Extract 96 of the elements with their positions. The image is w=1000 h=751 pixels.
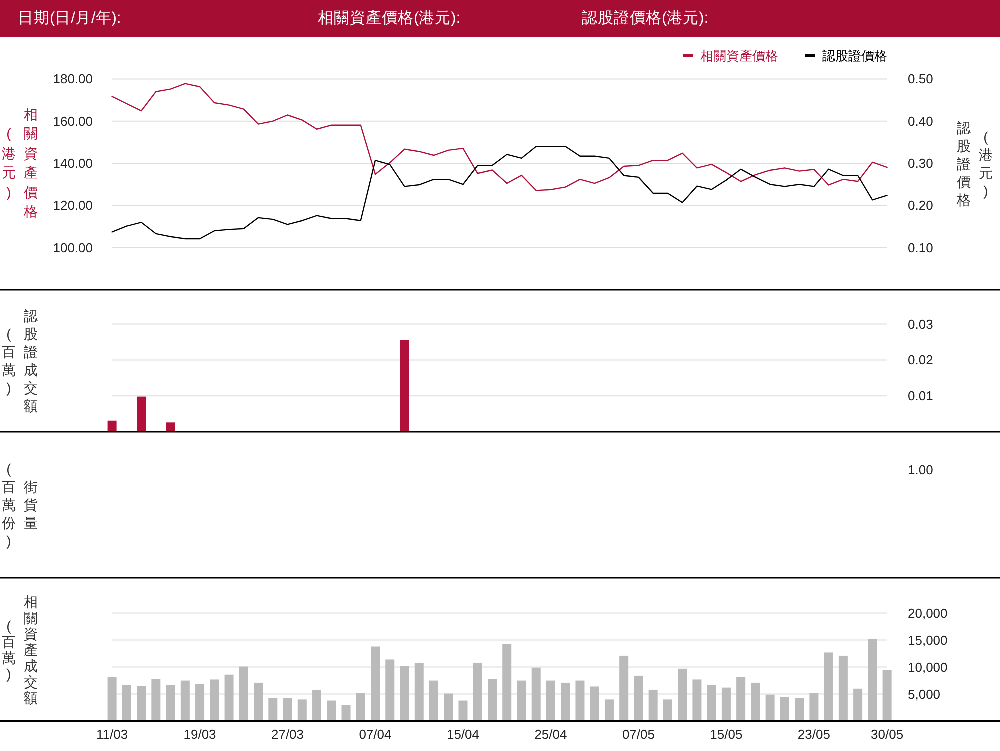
x-tick-label: 30/05 — [871, 726, 904, 742]
x-tick-label: 27/03 — [272, 726, 304, 742]
bar — [810, 693, 819, 722]
bar — [196, 684, 205, 722]
bar — [166, 422, 176, 432]
y-tick-label: 0.01 — [908, 388, 934, 404]
bar — [576, 680, 585, 722]
bar — [678, 668, 688, 722]
bar — [751, 682, 760, 722]
bar — [283, 698, 292, 722]
bar — [414, 662, 424, 722]
bar — [371, 646, 380, 722]
bar — [137, 686, 146, 722]
bar — [838, 656, 848, 722]
text: 日期(日/月/年): — [18, 9, 122, 27]
bar — [268, 698, 278, 722]
bar — [122, 685, 132, 722]
bar — [254, 682, 264, 722]
y2-tick-label: 0.50 — [908, 72, 934, 87]
bar — [648, 690, 658, 722]
bar — [824, 652, 834, 722]
bar — [766, 694, 775, 722]
bar — [502, 644, 512, 722]
bar — [854, 688, 863, 722]
bar — [736, 677, 746, 722]
x-tick-label: 19/03 — [184, 726, 216, 742]
text: 相關資產價格(港元): — [318, 9, 461, 27]
bar — [224, 674, 234, 722]
y2-tick-label: 0.20 — [908, 198, 934, 214]
x-tick-label: 07/05 — [622, 726, 655, 742]
bar — [707, 685, 716, 722]
x-tick-label: 07/04 — [359, 726, 392, 742]
y-tick-label: 160.00 — [53, 114, 93, 129]
y-tick-label: 15,000 — [908, 632, 948, 648]
bar — [488, 679, 497, 722]
bar — [210, 680, 220, 722]
text: 1.00 — [908, 462, 934, 478]
bar — [166, 685, 176, 722]
text: 街貨量(百萬份) — [2, 461, 38, 549]
bar — [400, 340, 410, 432]
bar — [722, 688, 731, 722]
x-tick-label: 11/03 — [96, 726, 128, 742]
bar — [239, 666, 248, 722]
bar — [604, 700, 614, 722]
bar — [532, 668, 541, 722]
y-tick-label: 180.00 — [53, 72, 93, 87]
bar — [663, 700, 672, 722]
bar — [634, 676, 644, 722]
legend-label: 認股證價格 — [822, 48, 888, 64]
text: 相關資產價格(港元) — [2, 106, 38, 220]
bar — [137, 396, 146, 432]
bar — [356, 693, 366, 722]
bar — [386, 660, 395, 722]
line-series — [112, 83, 888, 192]
text: 認股證價格(港元): — [582, 9, 709, 27]
bar — [152, 679, 161, 722]
y2-tick-label: 0.10 — [908, 240, 934, 256]
bar — [882, 670, 892, 722]
text: 認股證成交額(百萬) — [2, 308, 38, 414]
y-tick-label: 20,000 — [908, 606, 948, 621]
bar — [692, 680, 702, 722]
bar — [298, 700, 307, 722]
bar — [561, 682, 570, 722]
bar — [444, 694, 454, 722]
y-tick-label: 120.00 — [53, 198, 93, 214]
bar — [400, 666, 410, 722]
y2-tick-label: 0.30 — [908, 156, 934, 172]
bar — [473, 662, 482, 722]
x-tick-label: 23/05 — [798, 726, 830, 742]
line-series — [112, 146, 888, 240]
bar — [430, 680, 438, 722]
bar — [795, 698, 804, 722]
bar — [327, 700, 336, 722]
y2-tick-label: 0.40 — [908, 114, 934, 129]
bar — [458, 700, 468, 722]
bar — [312, 690, 322, 722]
bar — [108, 420, 117, 432]
bar — [620, 656, 629, 722]
x-tick-label: 15/05 — [710, 726, 743, 742]
bar — [180, 680, 190, 722]
y-tick-label: 0.03 — [908, 316, 934, 332]
bar — [108, 677, 117, 722]
x-tick-label: 15/04 — [446, 726, 480, 742]
x-tick-label: 25/04 — [534, 726, 568, 742]
bar — [590, 686, 600, 722]
bar — [868, 639, 878, 722]
y-tick-label: 5,000 — [908, 686, 941, 702]
y-tick-label: 0.02 — [908, 352, 934, 368]
legend-label: 相關資產價格 — [700, 48, 778, 64]
y-tick-label: 10,000 — [908, 660, 948, 675]
bar — [546, 680, 556, 722]
bar — [517, 680, 526, 722]
bar — [780, 697, 790, 722]
bar — [342, 705, 351, 722]
y-tick-label: 100.00 — [53, 240, 93, 256]
y-tick-label: 140.00 — [53, 156, 93, 172]
